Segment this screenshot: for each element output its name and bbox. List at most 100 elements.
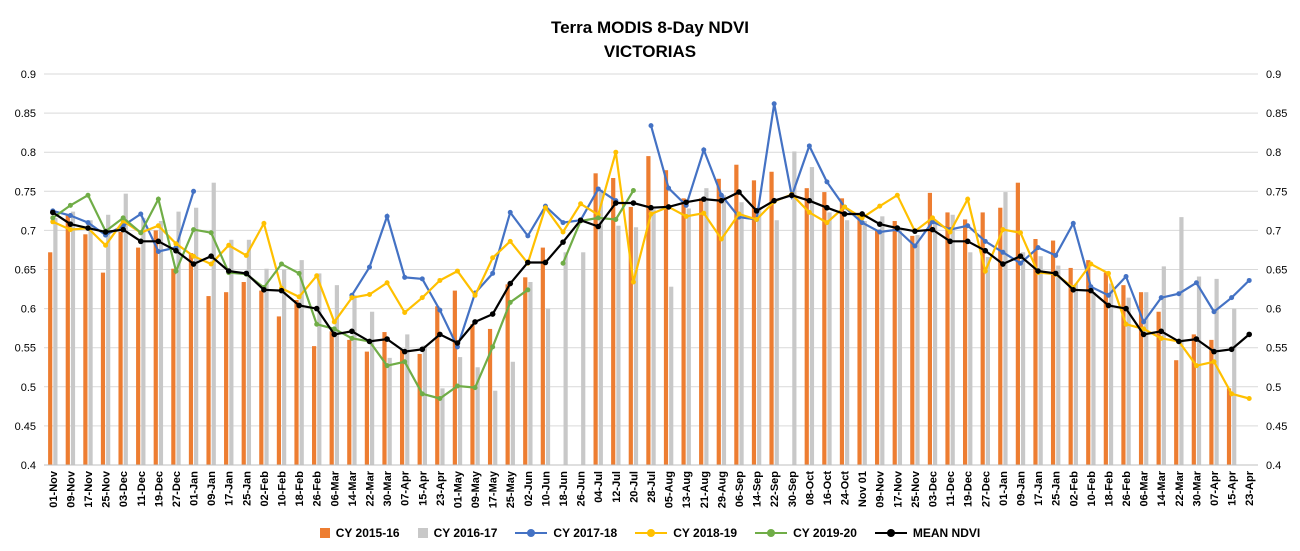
x-tick-label: 17-Jan <box>224 471 236 506</box>
bar-cy-2016-17 <box>194 207 199 466</box>
bar-cy-2016-17 <box>493 390 498 465</box>
point-cy-2018-19 <box>701 210 707 216</box>
x-tick-label: 11-Dec <box>945 471 957 506</box>
bar-cy-2015-16 <box>1138 292 1144 465</box>
point-mean-ndvi <box>437 331 443 338</box>
x-tick-label: 09-Jan <box>1015 471 1027 506</box>
point-cy-2019-20 <box>120 215 126 221</box>
point-cy-2018-19 <box>1017 230 1023 236</box>
point-cy-2019-20 <box>472 385 478 391</box>
point-cy-2018-19 <box>542 205 548 211</box>
bar-cy-2015-16 <box>100 272 106 465</box>
point-cy-2017-18 <box>771 101 777 107</box>
point-cy-2019-20 <box>630 188 636 194</box>
point-mean-ndvi <box>49 209 56 216</box>
legend-swatch <box>319 528 330 538</box>
point-cy-2017-18 <box>930 219 936 225</box>
bar-cy-2016-17 <box>1091 292 1096 465</box>
bar-cy-2015-16 <box>1068 267 1073 465</box>
bar-cy-2016-17 <box>616 225 621 465</box>
point-cy-2018-19 <box>842 204 848 210</box>
point-mean-ndvi <box>454 340 461 346</box>
x-tick-label: 25-Nov <box>101 470 113 508</box>
bar-cy-2016-17 <box>669 286 674 465</box>
point-cy-2017-18 <box>648 123 654 129</box>
point-cy-2018-19 <box>173 241 179 247</box>
bar-cy-2016-17 <box>985 256 990 465</box>
bar-cy-2015-16 <box>1209 339 1214 465</box>
x-tick-label: 25-May <box>505 470 517 508</box>
point-cy-2017-18 <box>1035 245 1041 251</box>
point-mean-ndvi <box>753 208 760 214</box>
bar-cy-2016-17 <box>809 167 815 466</box>
point-mean-ndvi <box>700 196 707 202</box>
x-tick-label: 07-Apr <box>1209 470 1221 506</box>
point-cy-2017-18 <box>1176 291 1182 297</box>
x-tick-label: 15-Apr <box>1227 470 1239 506</box>
point-cy-2018-19 <box>296 294 302 300</box>
bar-cy-2016-17 <box>1108 283 1114 465</box>
point-cy-2018-19 <box>243 252 249 258</box>
bar-cy-2016-17 <box>510 361 515 465</box>
x-tick-label: 10-Feb <box>1086 471 1098 507</box>
point-mean-ndvi <box>120 226 126 233</box>
bar-cy-2016-17 <box>739 202 744 466</box>
point-cy-2018-19 <box>613 149 619 155</box>
y-tick-label-right: 0.5 <box>1266 382 1281 394</box>
point-cy-2019-20 <box>155 196 161 202</box>
point-cy-2018-19 <box>366 292 372 298</box>
point-mean-ndvi <box>366 338 373 345</box>
point-cy-2017-18 <box>666 185 672 191</box>
point-cy-2018-19 <box>1229 391 1235 397</box>
point-mean-ndvi <box>419 346 426 353</box>
bar-cy-2015-16 <box>399 350 405 465</box>
point-cy-2017-18 <box>366 264 372 270</box>
point-cy-2018-19 <box>718 236 724 242</box>
bar-cy-2016-17 <box>563 252 568 465</box>
point-mean-ndvi <box>472 319 478 325</box>
point-cy-2019-20 <box>437 396 443 402</box>
bar-cy-2016-17 <box>897 229 903 465</box>
chart-title: Terra MODIS 8-Day NDVI <box>550 18 750 37</box>
point-cy-2018-19 <box>648 211 654 217</box>
x-tick-label: 01-Jan <box>998 471 1010 506</box>
x-tick-label: 01-Jan <box>189 471 201 506</box>
bar-cy-2016-17 <box>1073 283 1078 465</box>
y-tick-label-left: 0.65 <box>15 265 36 277</box>
point-mean-ndvi <box>1228 346 1235 353</box>
point-mean-ndvi <box>841 211 848 217</box>
point-cy-2017-18 <box>384 213 390 219</box>
point-cy-2018-19 <box>226 242 232 248</box>
point-mean-ndvi <box>349 328 355 335</box>
x-tick-label: 09-Nov <box>875 470 887 508</box>
point-cy-2018-19 <box>806 209 812 215</box>
bar-cy-2016-17 <box>229 239 234 465</box>
point-mean-ndvi <box>648 204 654 211</box>
point-mean-ndvi <box>525 259 531 266</box>
bar-cy-2015-16 <box>857 213 862 465</box>
bar-cy-2015-16 <box>241 282 246 465</box>
point-mean-ndvi <box>894 225 901 231</box>
bar-cy-2016-17 <box>369 311 375 465</box>
x-tick-label: 26-Jun <box>576 471 588 507</box>
legend-swatch <box>874 527 907 539</box>
x-tick-label: 03-Dec <box>118 471 130 507</box>
bar-cy-2016-17 <box>633 227 639 465</box>
point-cy-2018-19 <box>454 268 460 274</box>
x-tick-label: 02-Jun <box>523 471 535 507</box>
bar-cy-2015-16 <box>875 229 880 465</box>
bar-cy-2015-16 <box>839 198 845 465</box>
point-cy-2017-18 <box>155 249 161 255</box>
point-mean-ndvi <box>102 229 109 235</box>
point-cy-2018-19 <box>67 227 73 233</box>
x-tick-label: 11-Dec <box>136 471 148 506</box>
y-tick-label-right: 0.7 <box>1266 225 1281 237</box>
bar-cy-2016-17 <box>968 252 973 465</box>
point-mean-ndvi <box>296 302 302 309</box>
point-cy-2018-19 <box>384 280 390 286</box>
x-tick-label: 10-Feb <box>277 471 289 507</box>
point-mean-ndvi <box>173 247 179 254</box>
legend-item: CY 2016-17 <box>417 526 497 540</box>
point-cy-2018-19 <box>560 229 566 235</box>
y-tick-label-right: 0.9 <box>1266 69 1281 81</box>
